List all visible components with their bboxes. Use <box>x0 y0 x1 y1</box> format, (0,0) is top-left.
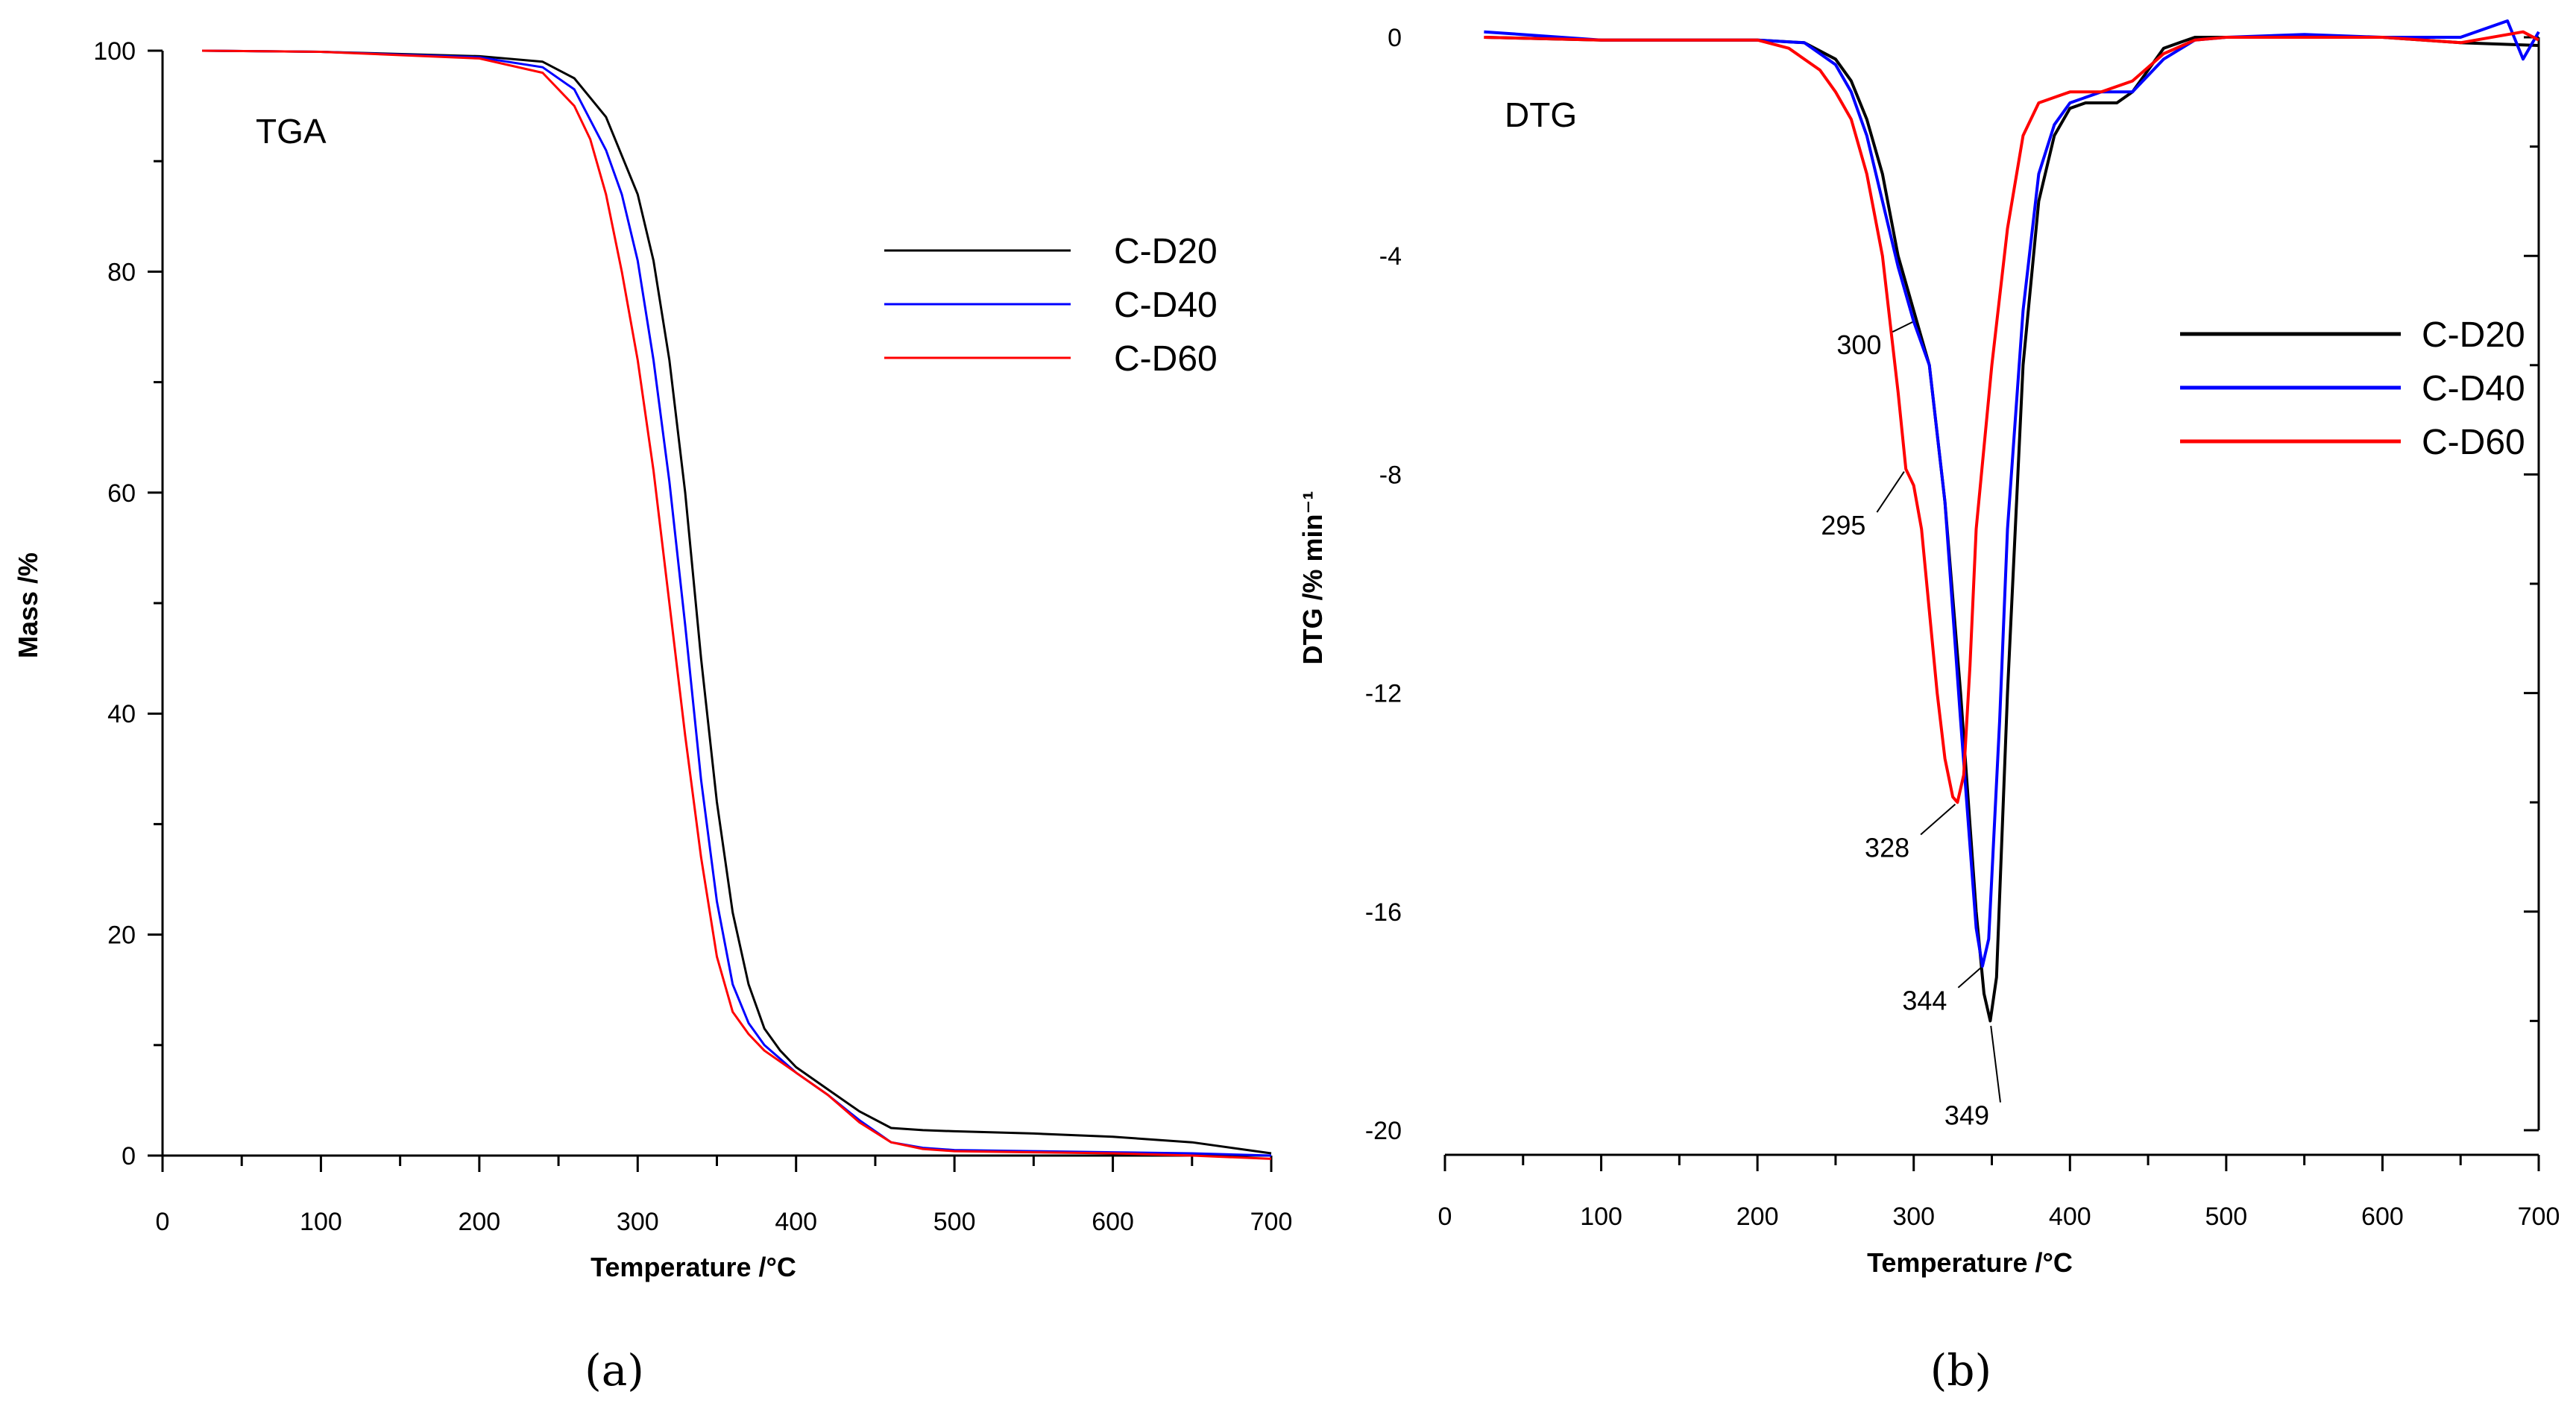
tga-x-tick-label: 200 <box>458 1208 500 1236</box>
dtg-legend-label: C-D20 <box>2422 315 2525 355</box>
tga-y-tick-label: 20 <box>107 921 136 950</box>
tga-y-tick-label: 40 <box>107 700 136 728</box>
dtg-annotation-leader <box>1920 804 1956 836</box>
dtg-y-tick-label: 0 <box>1388 24 1402 52</box>
tga-title: TGA <box>256 112 327 151</box>
dtg-series-c-d40 <box>1484 19 2540 968</box>
dtg-axes: 0 -4 -8 -12 -16 -20 0 100 200 300 400 500 600 700 <box>1365 24 2560 1231</box>
tga-legend-label: C-D20 <box>1114 232 1218 271</box>
tga-x-axis-title: Temperature /°C <box>591 1252 796 1282</box>
dtg-x-tick-label: 200 <box>1736 1203 1779 1231</box>
tga-legend: C-D20 C-D40 C-D60 <box>884 232 1218 379</box>
dtg-annotation-label: 300 <box>1836 330 1881 360</box>
dtg-legend-label: C-D60 <box>2422 423 2525 462</box>
tga-axes: 0 20 40 60 80 100 0 100 200 300 400 500 600 700 <box>93 37 1292 1236</box>
dtg-legend-label: C-D40 <box>2422 369 2525 409</box>
dtg-x-tick-label: 100 <box>1580 1203 1622 1231</box>
dtg-y-tick-label: -16 <box>1365 898 1402 927</box>
tga-y-tick-label: 100 <box>93 37 136 66</box>
dtg-series-c-d20 <box>1484 36 2539 1023</box>
dtg-annotations: 300 295 328 344 349 <box>1821 321 2001 1131</box>
caption-b: (b) <box>1930 1345 1991 1396</box>
tga-series-group <box>202 49 1272 1160</box>
dtg-y-axis-title: DTG /% min⁻¹ <box>1297 491 1328 665</box>
tga-x-tick-label: 500 <box>933 1208 976 1236</box>
tga-x-tick-label: 0 <box>156 1208 170 1236</box>
dtg-y-tick-label: -12 <box>1365 680 1402 708</box>
dtg-x-tick-label: 300 <box>1892 1203 1935 1231</box>
dtg-annotation-label: 328 <box>1865 833 1909 863</box>
tga-y-tick-label: 80 <box>107 258 136 286</box>
tga-series-c-d40 <box>202 49 1272 1157</box>
dtg-x-tick-label: 600 <box>2361 1203 2404 1231</box>
dtg-series-c-d60 <box>1484 30 2539 804</box>
dtg-x-tick-label: 400 <box>2049 1203 2091 1231</box>
dtg-x-tick-label: 0 <box>1438 1203 1452 1231</box>
tga-series-c-d20 <box>202 49 1272 1155</box>
dtg-y-tick-label: -4 <box>1379 242 1402 271</box>
tga-legend-label: C-D40 <box>1114 286 1218 325</box>
dtg-y-tick-label: -8 <box>1379 461 1402 489</box>
dtg-panel: 0 -4 -8 -12 -16 -20 0 100 200 300 400 500 600 700 300… <box>1297 19 2560 1278</box>
dtg-annotation-label: 349 <box>1944 1100 1989 1131</box>
dtg-title: DTG <box>1505 95 1577 134</box>
dtg-annotation-label: 344 <box>1902 986 1947 1016</box>
tga-x-tick-label: 100 <box>300 1208 342 1236</box>
tga-x-tick-label: 600 <box>1092 1208 1134 1236</box>
dtg-x-axis-title: Temperature /°C <box>1867 1247 2073 1278</box>
dtg-y-tick-label: -20 <box>1365 1117 1402 1145</box>
dtg-annotation-leader <box>1892 321 1913 333</box>
dtg-annotation-label: 295 <box>1821 510 1865 541</box>
tga-panel: 0 20 40 60 80 100 0 100 200 300 400 500 600 700 TGA T… <box>13 37 1292 1282</box>
tga-series-c-d60 <box>202 49 1272 1160</box>
caption-a: (a) <box>585 1345 644 1396</box>
tga-y-tick-label: 0 <box>122 1142 136 1170</box>
tga-x-tick-label: 700 <box>1250 1208 1293 1236</box>
tga-x-tick-label: 300 <box>617 1208 659 1236</box>
dtg-annotation-leader <box>1990 1025 2001 1103</box>
dtg-x-tick-label: 700 <box>2518 1203 2560 1231</box>
dtg-x-tick-label: 500 <box>2205 1203 2247 1231</box>
tga-legend-label: C-D60 <box>1114 339 1218 379</box>
tga-x-tick-label: 400 <box>775 1208 817 1236</box>
tga-y-tick-label: 60 <box>107 479 136 508</box>
dtg-series-group <box>1484 19 2540 1023</box>
tga-y-axis-title: Mass /% <box>13 552 43 658</box>
dtg-annotation-leader <box>1876 470 1905 513</box>
dtg-legend: C-D20 C-D40 C-D60 <box>2180 315 2525 462</box>
dtg-annotation-leader <box>1957 967 1982 989</box>
